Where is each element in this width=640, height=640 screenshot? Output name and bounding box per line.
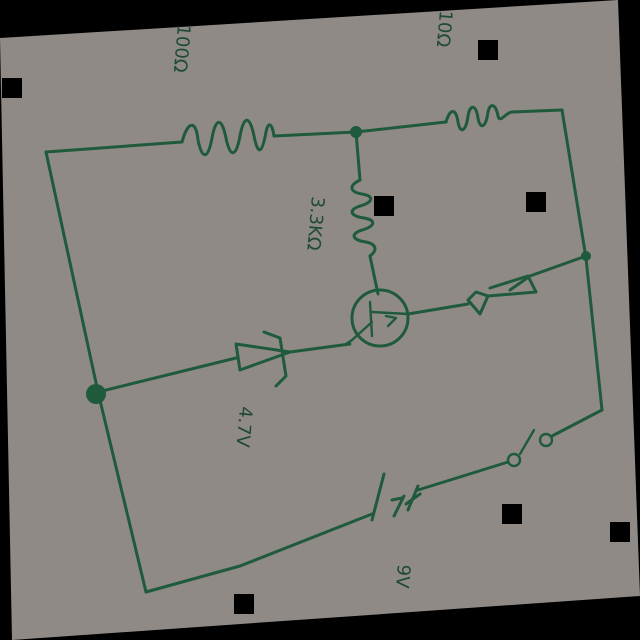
resistor-100-ohm xyxy=(180,118,276,157)
occlusion-square xyxy=(610,522,630,542)
occlusion-square xyxy=(374,196,394,216)
top-left-wire xyxy=(44,140,184,154)
occlusion-square xyxy=(2,78,22,98)
bottom-wire-right xyxy=(416,460,510,492)
occlusion-square xyxy=(526,192,546,212)
junction-left xyxy=(86,384,106,404)
buzzer-wire-left xyxy=(406,302,470,316)
label-9v: 9V xyxy=(391,564,414,590)
transistor-emitter xyxy=(344,320,374,346)
switch-contact-left xyxy=(506,452,522,468)
switch-contact-right xyxy=(538,432,554,448)
top-middle-wire xyxy=(272,130,358,138)
zener-diode xyxy=(234,330,292,388)
buzzer-symbol xyxy=(466,274,538,316)
occlusion-square xyxy=(234,594,254,614)
buzzer-wire-right xyxy=(508,254,588,292)
top-right-wire-2 xyxy=(510,108,564,114)
resistor-3k3-ohm xyxy=(350,178,377,258)
battery-symbol xyxy=(370,472,422,522)
transistor-arrow xyxy=(384,314,398,328)
occlusion-square xyxy=(502,504,522,524)
transistor-body xyxy=(350,288,410,348)
top-right-wire xyxy=(354,120,448,134)
label-100-ohm: 100Ω xyxy=(169,24,194,74)
resistor-10-ohm xyxy=(444,104,514,132)
label-4-7v: 4.7V xyxy=(231,406,256,449)
transistor-base-bar xyxy=(368,300,374,338)
zener-wire-right xyxy=(288,342,352,354)
base-wire-bottom xyxy=(368,254,380,296)
bottom-wire-left xyxy=(144,512,374,594)
switch-lever xyxy=(518,428,536,456)
label-3k3-ohm: 3.3KΩ xyxy=(302,196,328,252)
transistor-collector xyxy=(370,310,410,316)
zener-wire-left xyxy=(96,356,238,394)
base-wire-top xyxy=(354,130,362,182)
occlusion-square xyxy=(478,40,498,60)
switch-wire-right xyxy=(550,408,604,438)
label-10-ohm: 10Ω xyxy=(432,10,456,49)
